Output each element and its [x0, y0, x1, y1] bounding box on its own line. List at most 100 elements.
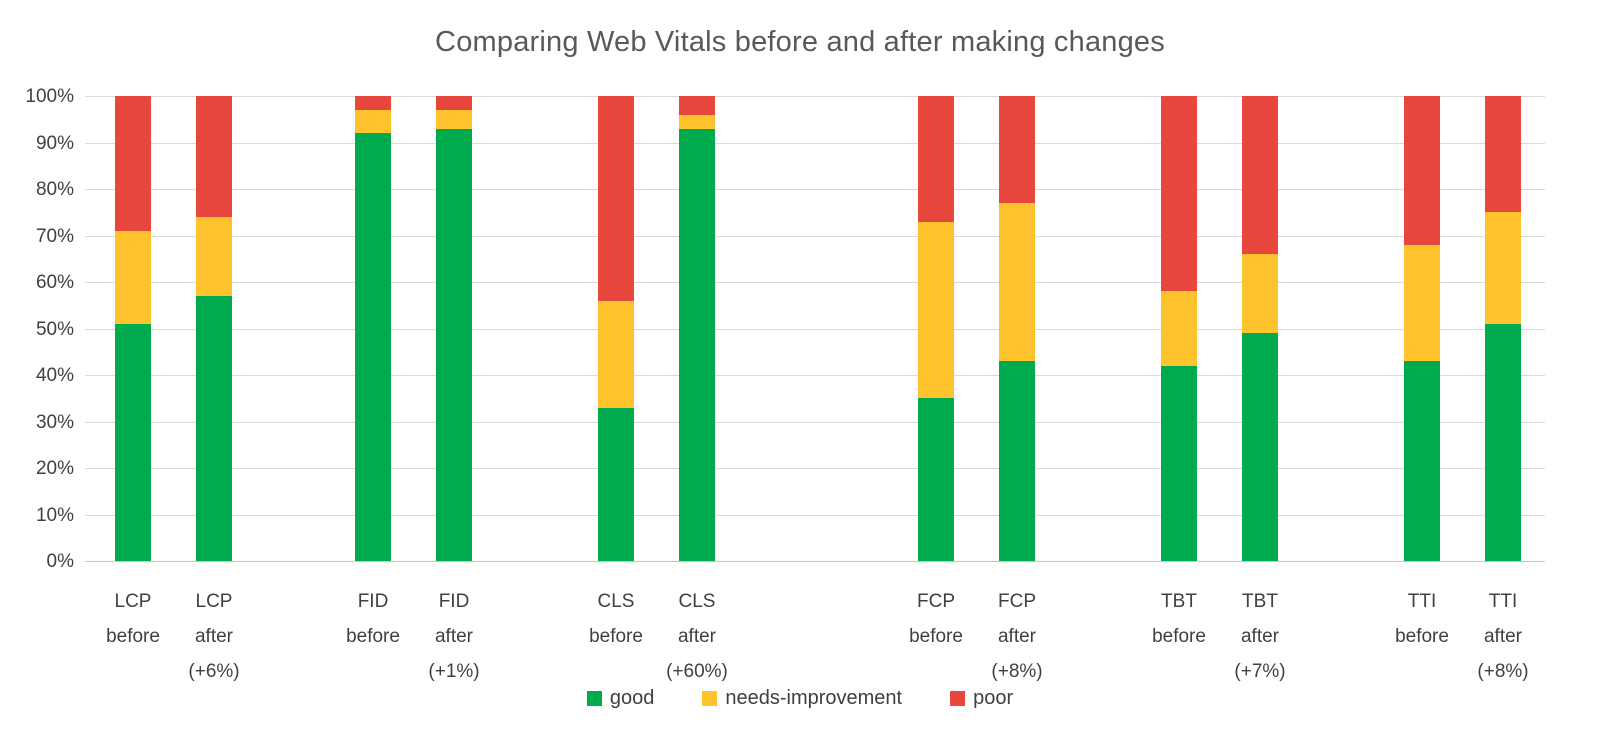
x-axis-label-line: before: [1395, 626, 1449, 647]
y-tick-label-60pct: 60%: [35, 272, 74, 293]
segment-needs-improvement-tti-before: [1404, 244, 1440, 362]
y-axis: 0% 10% 20% 30% 40% 50% 60% 70% 80% 90% 100%: [0, 86, 74, 572]
segment-poor-cls-after: [679, 96, 715, 115]
bar-cls-before: [598, 96, 634, 561]
legend-label-needs-improvement: needs-improvement: [725, 687, 903, 709]
x-axis-label-lcp-before: LCP before: [68, 584, 198, 654]
x-axis-label-line: before: [346, 626, 400, 647]
legend-swatch-good: [586, 691, 602, 706]
segment-needs-improvement-fid-after: [436, 109, 472, 129]
bar-tti-before: [1404, 96, 1440, 561]
y-tick-label-80pct: 80%: [35, 179, 74, 200]
x-axis-label-line: before: [1152, 626, 1206, 647]
legend-label-poor: poor: [973, 687, 1014, 709]
legend-item-poor: poor: [950, 687, 1013, 710]
segment-needs-improvement-tbt-after: [1242, 254, 1278, 334]
x-axis-label-line: after: [434, 626, 474, 647]
segment-good-tti-after: [1485, 323, 1521, 561]
x-axis-label-line: (+60%): [666, 661, 728, 682]
segment-good-fcp-before: [918, 398, 954, 561]
x-axis-label-line: before: [909, 626, 963, 647]
segment-good-tti-before: [1404, 361, 1440, 561]
gridline-40pct: [85, 375, 1545, 376]
gridline-90pct: [85, 142, 1545, 144]
segment-poor-fcp-after: [999, 96, 1035, 203]
x-axis-label-cls-after: CLS after (+60%): [632, 584, 762, 689]
x-axis-label-line: after: [194, 626, 234, 647]
segment-needs-improvement-tbt-before: [1161, 291, 1197, 366]
x-axis-label-line: (+7%): [1234, 661, 1286, 682]
segment-needs-improvement-cls-before: [598, 300, 634, 408]
y-tick-label-90pct: 90%: [35, 132, 74, 154]
x-axis-label-line: (+8%): [1477, 661, 1529, 682]
x-axis-label-line: FCP: [917, 591, 955, 612]
gridline-20pct: [85, 468, 1545, 469]
y-tick-label-40pct: 40%: [35, 365, 74, 386]
x-axis-label-line: (+1%): [428, 661, 480, 682]
segment-needs-improvement-fcp-after: [999, 202, 1035, 362]
x-axis-label-tbt-before: TBT before: [1114, 584, 1244, 654]
chart-title: Comparing Web Vitals before and after ma…: [435, 26, 1165, 58]
x-axis-label-line: after: [1483, 626, 1523, 647]
segment-needs-improvement-lcp-after: [196, 216, 232, 296]
legend: good needs-improvement poor: [0, 687, 1600, 710]
gridline-100pct: [85, 96, 1545, 97]
x-axis-label-line: FID: [357, 591, 389, 612]
legend-item-needs-improvement: needs-improvement: [702, 687, 902, 710]
legend-swatch-needs-improvement: [702, 691, 718, 706]
segment-good-fcp-after: [999, 361, 1035, 561]
gridline-30pct: [85, 421, 1545, 423]
gridline-0pct: [85, 561, 1545, 562]
legend-swatch-poor: [950, 691, 966, 706]
bar-lcp-after: [196, 96, 232, 561]
segment-poor-tti-before: [1404, 96, 1440, 245]
y-tick-label-0pct: 0%: [46, 551, 74, 572]
x-axis-label-fid-after: FID after (+1%): [389, 584, 519, 689]
segment-poor-tbt-after: [1242, 96, 1278, 255]
segment-good-tbt-before: [1161, 365, 1197, 561]
x-axis-label-tti-after: TTI after (+8%): [1438, 584, 1568, 689]
x-axis-label-line: LCP: [114, 591, 152, 612]
x-axis-label-line: LCP: [195, 591, 233, 612]
segment-poor-tbt-before: [1161, 96, 1197, 292]
segment-needs-improvement-fcp-before: [918, 221, 954, 399]
x-axis-label-line: FCP: [998, 591, 1036, 612]
segment-poor-cls-before: [598, 96, 634, 301]
x-axis-label-line: TBT: [1161, 591, 1197, 612]
segment-needs-improvement-fid-before: [355, 109, 391, 134]
x-axis-label-fcp-after: FCP after (+8%): [952, 584, 1082, 689]
x-axis-label-line: (+6%): [188, 661, 240, 682]
x-axis-label-line: (+8%): [991, 661, 1043, 682]
x-axis-label-lcp-after: LCP after (+6%): [149, 584, 279, 689]
gridline-50pct: [85, 328, 1545, 330]
x-axis-label-line: TTI: [1488, 591, 1518, 612]
x-axis-label-line: TBT: [1242, 591, 1278, 612]
x-axis-label-line: FID: [438, 591, 470, 612]
segment-poor-tti-after: [1485, 96, 1521, 213]
x-axis-label-cls-before: CLS before: [551, 584, 681, 654]
gridline-60pct: [85, 282, 1545, 283]
segment-poor-lcp-after: [196, 96, 232, 217]
gridline-10pct: [85, 514, 1545, 516]
x-axis-label-line: after: [1240, 626, 1280, 647]
plot-area: LCP before LCP after (+6%) FID before FID after (…: [85, 96, 1545, 682]
x-axis-label-fid-before: FID before: [308, 584, 438, 654]
segment-good-fid-before: [355, 133, 391, 561]
bar-tbt-after: [1242, 96, 1278, 561]
x-axis-label-tti-before: TTI before: [1357, 584, 1487, 654]
y-tick-label-30pct: 30%: [35, 411, 74, 433]
segment-poor-lcp-before: [115, 96, 151, 231]
bar-fcp-before: [918, 96, 954, 561]
segment-good-cls-before: [598, 407, 634, 561]
legend-item-good: good: [586, 687, 654, 710]
y-tick-label-100pct: 100%: [25, 86, 74, 107]
bar-fid-after: [436, 96, 472, 561]
x-axis-label-line: after: [677, 626, 717, 647]
x-axis-label-line: TTI: [1407, 591, 1437, 612]
bar-cls-after: [679, 96, 715, 561]
gridline-70pct: [85, 235, 1545, 237]
segment-good-tbt-after: [1242, 333, 1278, 561]
bar-tti-after: [1485, 96, 1521, 561]
x-axis-label-line: before: [589, 626, 643, 647]
